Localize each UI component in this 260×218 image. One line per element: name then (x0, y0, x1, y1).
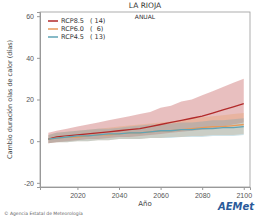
tick-label: 0 (30, 138, 34, 145)
tick-label: 20 (26, 96, 34, 103)
tick: 40 (26, 55, 40, 62)
series-line (48, 127, 243, 139)
legend-swatch (48, 28, 58, 30)
tick: 0 (30, 138, 40, 145)
legend-label: RCP8.5 (61, 17, 84, 25)
x-axis: 2020 2040 2060 2080 2100 (41, 187, 253, 199)
tick-label: 60 (26, 13, 34, 20)
range-band (48, 113, 243, 143)
range-band (48, 118, 243, 143)
tick-label: 40 (26, 55, 34, 62)
tick: 2040 (112, 187, 128, 199)
subtitle: ANUAL (135, 13, 156, 20)
legend-count: ( 13) (90, 33, 105, 41)
tick-label: 2100 (236, 192, 252, 199)
legend-swatch (48, 20, 58, 22)
tick-label: 2020 (70, 192, 86, 199)
legend-count: ( 6) (90, 25, 103, 33)
range-band (48, 79, 243, 144)
x-axis-title: Año (138, 200, 152, 208)
tick-mark (202, 187, 203, 190)
legend-count: ( 14) (90, 17, 105, 25)
title: LA RIOJA (129, 1, 162, 10)
legend: RCP8.5 ( 14) RCP6.0 ( 6) RCP4.5 ( 13) (48, 17, 105, 41)
y-axis-title: Cambio duración olas de calor (días) (6, 40, 14, 159)
tick: 2020 (70, 187, 86, 199)
plot-area (48, 79, 243, 144)
tick: 20 (26, 96, 40, 103)
axis-line (37, 13, 41, 188)
legend-swatch (48, 36, 58, 38)
tick: 2080 (195, 187, 211, 199)
tick: 2060 (153, 187, 169, 199)
logo: AEMet (217, 201, 255, 212)
tick-mark (244, 187, 245, 190)
tick: 2100 (236, 187, 252, 199)
tick-mark (37, 141, 40, 142)
legend-label: RCP4.5 (61, 33, 84, 41)
tick-mark (37, 16, 40, 17)
chart: 20202040206020802100-200204060LA RIOJAAN… (0, 0, 260, 218)
series-line (48, 104, 243, 139)
tick-label: 2080 (195, 192, 211, 199)
tick-mark (77, 187, 78, 190)
tick-mark (119, 187, 120, 190)
series-line (48, 125, 243, 140)
tick-label: -20 (24, 180, 34, 187)
tick-label: 2040 (112, 192, 128, 199)
plot-frame (40, 12, 250, 187)
legend-label: RCP6.0 (61, 25, 84, 33)
tick: -20 (24, 180, 40, 187)
tick-mark (37, 58, 40, 59)
tick-mark (161, 187, 162, 190)
tick-mark (37, 183, 40, 184)
y-axis: -20 0 20 40 60 (24, 13, 41, 188)
footer: © Agencia Estatal de Meteorología (4, 211, 83, 216)
tick-label: 2060 (153, 192, 169, 199)
tick: 60 (26, 13, 40, 20)
tick-mark (37, 100, 40, 101)
axis-line (41, 188, 251, 191)
